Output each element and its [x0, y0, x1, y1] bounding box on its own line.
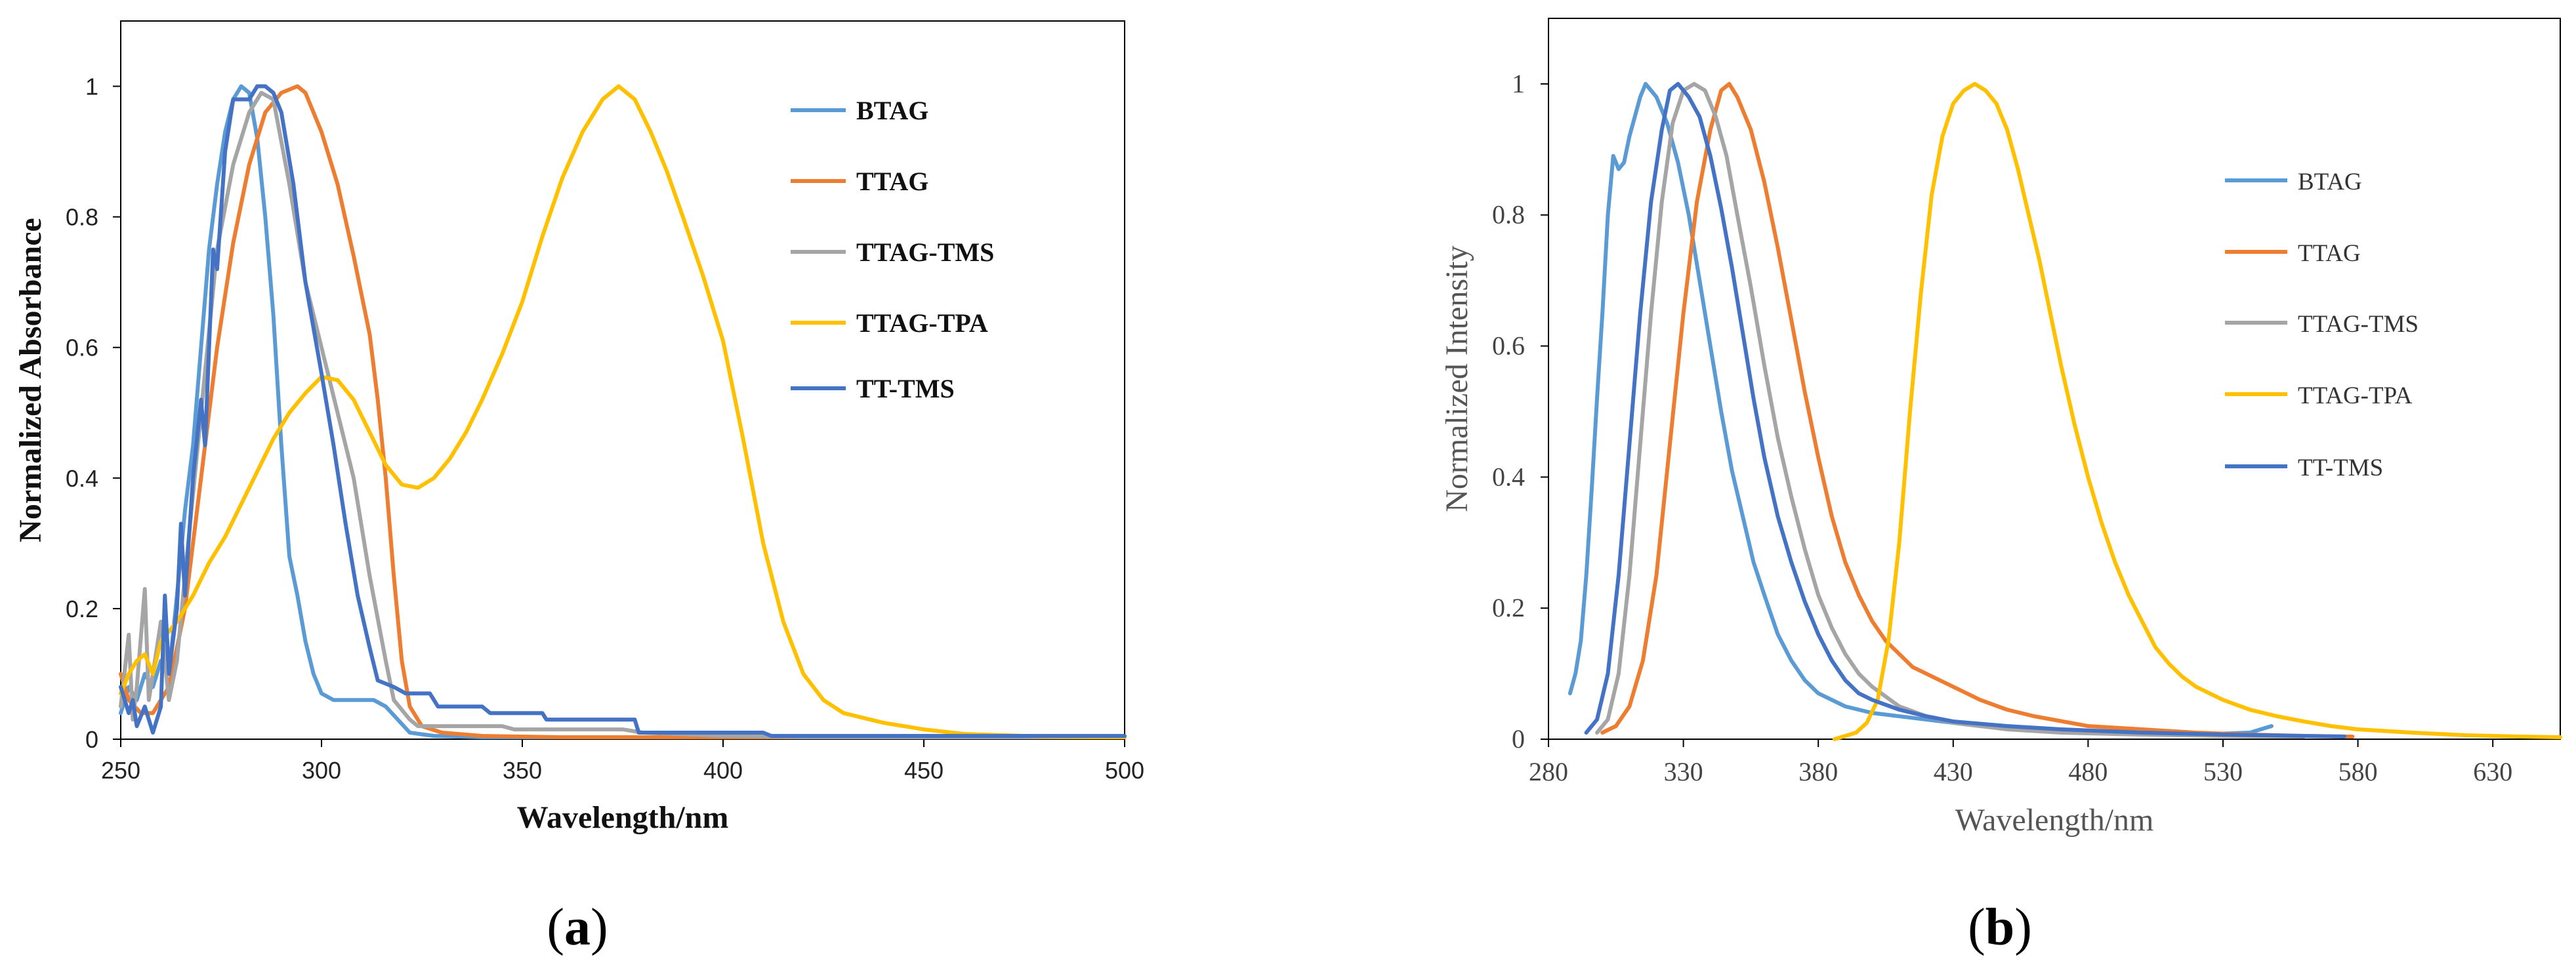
panel-a: 0 0.2 0.4 0.6 0.8 1 250 300 350 400 450 500 Waveleng… [13, 20, 1144, 835]
series-line-btag [119, 84, 1127, 739]
series-line-ttag [1600, 81, 2355, 739]
legend-label-tt-tms: TT-TMS [2298, 455, 2383, 481]
legend-label-btag: BTAG [856, 96, 928, 125]
y-tick-label: 0.4 [1492, 462, 1525, 491]
x-tick-label: 580 [2338, 757, 2378, 786]
legend-label-ttag-tms: TTAG-TMS [2298, 311, 2419, 338]
x-tick-label: 350 [503, 757, 542, 784]
series-line-tt-tms [1584, 81, 2346, 739]
x-tick-label: 430 [1934, 757, 1973, 786]
x-tick-label: 300 [302, 757, 341, 784]
series-line-ttag [119, 84, 1127, 739]
x-tick-label: 330 [1664, 757, 1703, 786]
y-tick-label: 0 [85, 726, 98, 753]
plot-frame [1548, 18, 2561, 740]
caption-b: (b) [1968, 899, 2032, 956]
y-tick-label: 0.4 [66, 465, 98, 492]
x-tick-label: 250 [101, 757, 140, 784]
y-tick-label: 1 [1512, 69, 1525, 98]
x-tick-label: 630 [2473, 757, 2512, 786]
x-tick-label: 530 [2203, 757, 2243, 786]
caption-a: (a) [547, 899, 608, 956]
y-tick-label: 0 [1512, 724, 1525, 754]
legend-label-ttag-tpa: TTAG-TPA [856, 308, 988, 338]
x-tick-label: 450 [904, 757, 944, 784]
y-tick-label: 1 [85, 73, 98, 100]
series-line-ttag-tpa [119, 84, 1127, 739]
legend-label-ttag-tms: TTAG-TMS [856, 237, 994, 267]
x-axis-label: Wavelength/nm [517, 800, 729, 835]
legend-label-tt-tms: TT-TMS [856, 374, 955, 403]
series-line-ttag-tms [1595, 81, 2306, 739]
x-tick-label: 280 [1529, 757, 1568, 786]
y-axis-label: Normalized Absorbance [13, 218, 48, 542]
series-line-ttag-tms [119, 91, 1127, 739]
y-tick-label: 0.2 [66, 596, 98, 622]
y-tick-label: 0.8 [66, 204, 98, 231]
plot-frame [120, 20, 1125, 740]
x-tick-label: 500 [1105, 757, 1144, 784]
x-tick-label: 380 [1798, 757, 1838, 786]
y-tick-label: 0.6 [1492, 331, 1525, 361]
panel-b: 0 0.2 0.4 0.6 0.8 1 280 330 380 430 480 530 580 630 Wa… [1440, 18, 2562, 838]
y-tick-label: 0.2 [1492, 593, 1525, 622]
legend-label-ttag: TTAG [2298, 240, 2361, 267]
x-tick-label: 480 [2068, 757, 2108, 786]
y-tick-label: 0.6 [66, 335, 98, 361]
x-tick-label: 400 [703, 757, 743, 784]
y-tick-label: 0.8 [1492, 200, 1525, 230]
series-line-tt-tms [119, 84, 1127, 738]
x-axis-label: Wavelength/nm [1955, 803, 2154, 838]
legend-label-ttag: TTAG [856, 167, 928, 196]
caption-b-letter: b [1985, 899, 2015, 956]
legend-label-ttag-tpa: TTAG-TPA [2298, 382, 2413, 409]
legend-label-btag: BTAG [2298, 169, 2362, 195]
y-axis-label: Normalized Intensity [1440, 245, 1474, 512]
series-line-ttag-tpa [1832, 81, 2562, 741]
caption-a-letter: a [564, 899, 591, 956]
